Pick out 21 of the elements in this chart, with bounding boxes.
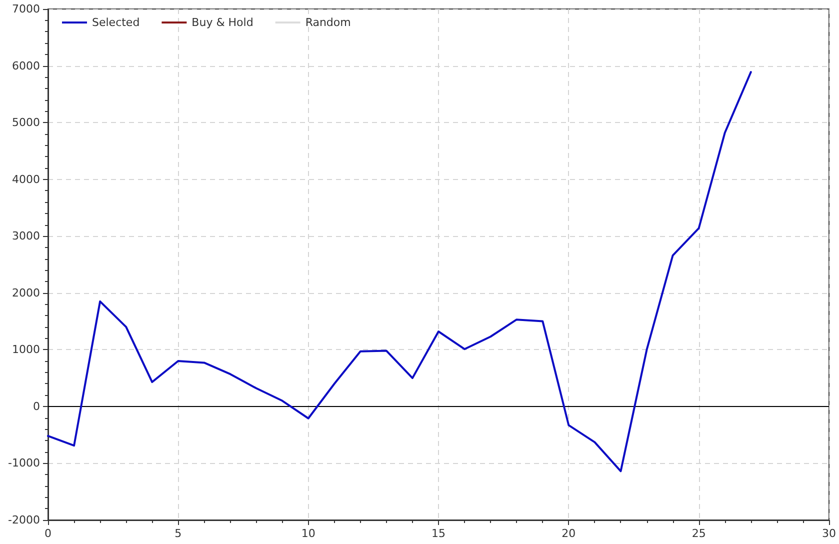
y-tick-label: 4000 [12, 172, 40, 186]
x-tick-label: 15 [432, 527, 446, 540]
x-tick-label: 25 [692, 527, 706, 540]
x-tick-label: 0 [44, 527, 52, 540]
y-tick-label: 6000 [12, 59, 40, 72]
line-series [47, 71, 752, 472]
y-tick-label: -1000 [8, 456, 40, 470]
y-tick-label: 1000 [12, 343, 40, 356]
x-tick-label: 10 [301, 527, 316, 540]
y-tick-label: 2000 [12, 286, 40, 300]
x-tick-label: 30 [822, 527, 836, 540]
y-tick-label: 3000 [12, 230, 40, 243]
y-tick-label: 5000 [12, 116, 40, 130]
y-tick-label: 7000 [12, 2, 40, 16]
y-tick-label: 0 [33, 400, 40, 413]
legend-label: Random [305, 16, 351, 29]
x-tick-label: 5 [174, 527, 182, 540]
y-tick-label: -2000 [8, 514, 40, 526]
legend-label: Buy & Hold [192, 16, 254, 29]
legend-label: Selected [92, 16, 140, 29]
x-tick-label: 20 [562, 527, 576, 540]
